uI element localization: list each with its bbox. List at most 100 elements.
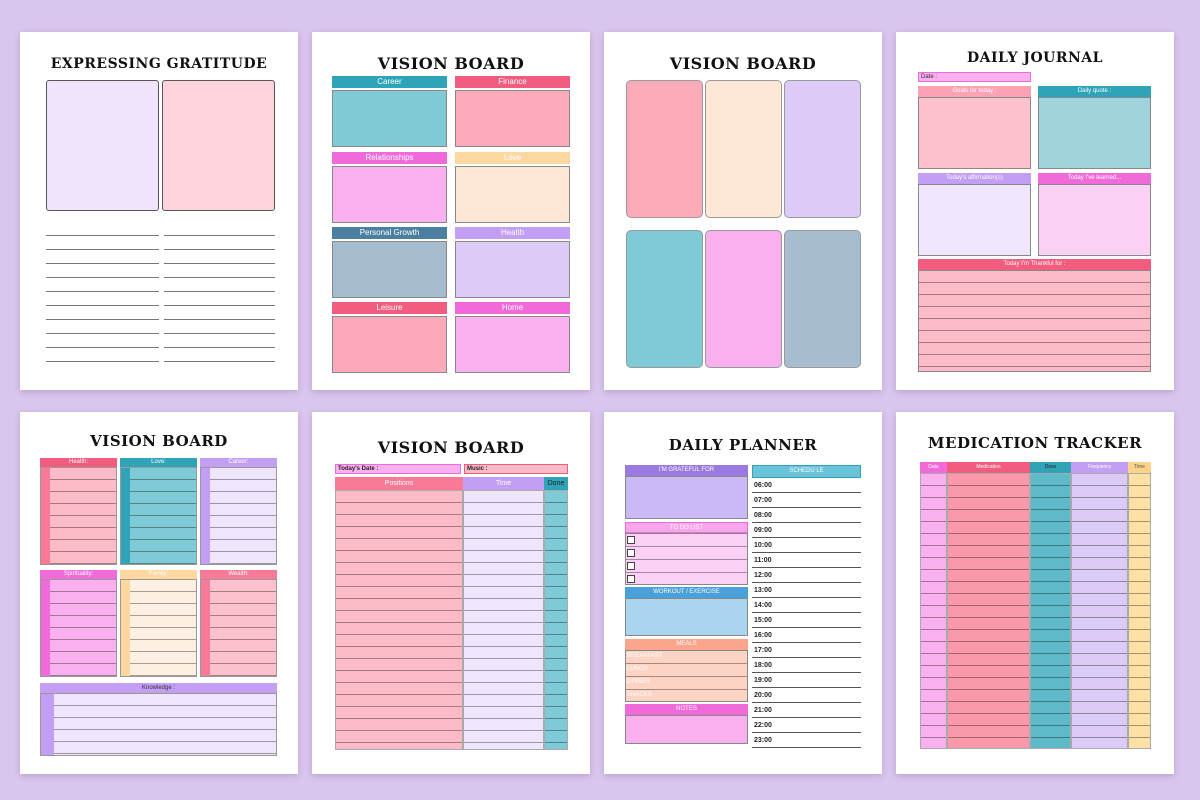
schedule-time-row[interactable]: 22:00 [752,718,861,733]
section-label-wealth: Wealth: [200,570,277,579]
todo-checkbox[interactable] [627,549,635,557]
vision-tile [626,80,703,218]
date-column[interactable] [920,473,947,749]
schedule-time-row[interactable]: 23:00 [752,733,861,748]
schedule-label: SCHEDU LE [752,465,861,478]
thankful-lines[interactable] [918,270,1151,372]
page-vision-board-tiles: VISION BOARD [604,32,882,390]
goals-label: Goals for today : [918,86,1031,97]
column-header-date: Date [920,462,947,473]
column-header-frequency: Frequency [1071,462,1128,473]
grateful-box[interactable] [625,476,748,519]
section-label-home: Home [455,302,570,314]
section-box-career [332,90,447,147]
meals-box[interactable] [625,650,748,702]
schedule-time-row[interactable]: 16:00 [752,628,861,643]
done-column[interactable] [544,490,568,750]
section-label-health: Health [455,227,570,239]
goals-box[interactable] [918,97,1031,169]
vision-tile [705,80,782,218]
meal-dinner: DINNER [627,679,651,685]
section-wealth[interactable] [200,579,277,677]
schedule-time-row[interactable]: 17:00 [752,643,861,658]
section-box-leisure [332,316,447,373]
todo-list[interactable] [625,533,748,585]
affirmation-box[interactable] [918,184,1031,256]
schedule-time-row[interactable]: 11:00 [752,553,861,568]
page-title: DAILY JOURNAL [966,50,1104,66]
workout-box[interactable] [625,598,748,636]
section-box-personal-growth [332,241,447,298]
section-box-relationships [332,166,447,223]
page-medication-tracker: MEDICATION TRACKER Date Medication Dose … [896,412,1174,774]
gratitude-photo-box [162,80,275,211]
section-label-career: Career: [200,458,277,467]
section-label-finance: Finance [455,76,570,88]
positions-column[interactable] [335,490,463,750]
dose-column[interactable] [1030,473,1071,749]
meal-lunch: LUNCH [627,666,648,672]
gratitude-photo-box [46,80,159,211]
date-field[interactable]: Date : [918,72,1031,82]
schedule-time-row[interactable]: 15:00 [752,613,861,628]
page-daily-planner: DAILY PLANNER I'M GRATEFUL FOR TO DO LIS… [604,412,882,774]
learned-box[interactable] [1038,184,1151,256]
time-column[interactable] [1128,473,1151,749]
time-column[interactable] [463,490,544,750]
todo-label: TO DO LIST [625,522,748,533]
schedule-time-row[interactable]: 09:00 [752,523,861,538]
meal-snacks: SNACKS [627,692,652,698]
schedule-time-row[interactable]: 10:00 [752,538,861,553]
page-title: EXPRESSING GRATITUDE [50,56,268,72]
quote-box[interactable] [1038,97,1151,169]
music-label: Music : [467,466,488,472]
section-label-personal-growth: Personal Growth [332,227,447,239]
medication-column[interactable] [947,473,1030,749]
page-title: VISION BOARD [377,54,525,73]
section-label-relationships: Relationships [332,152,447,164]
todo-checkbox[interactable] [627,575,635,583]
page-title: DAILY PLANNER [668,436,818,454]
thankful-label: Today I'm Thankful for : [918,259,1151,270]
frequency-column[interactable] [1071,473,1128,749]
page-title: VISION BOARD [90,432,228,450]
section-spirituality[interactable] [40,579,117,677]
column-header-done: Done [544,477,568,490]
schedule-time-row[interactable]: 14:00 [752,598,861,613]
schedule-time-row[interactable]: 08:00 [752,508,861,523]
todo-checkbox[interactable] [627,536,635,544]
column-header-time: Time [1128,462,1151,473]
vision-tile [784,230,861,368]
section-career[interactable] [200,467,277,565]
schedule-time-row[interactable]: 06:00 [752,478,861,493]
gratitude-lines-right [164,222,275,372]
vision-tile [705,230,782,368]
section-box-love [455,166,570,223]
schedule-time-row[interactable]: 20:00 [752,688,861,703]
section-family[interactable] [120,579,197,677]
schedule-time-row[interactable]: 19:00 [752,673,861,688]
section-health[interactable] [40,467,117,565]
section-love[interactable] [120,467,197,565]
section-label-spirituality: Spirituality: [40,570,117,579]
vision-tile [784,80,861,218]
schedule-time-row[interactable]: 12:00 [752,568,861,583]
schedule-time-row[interactable]: 21:00 [752,703,861,718]
todays-date-field[interactable]: Today's Date : [335,464,461,474]
page-title: VISION BOARD [669,54,817,73]
notes-box[interactable] [625,715,748,744]
section-label-leisure: Leisure [332,302,447,314]
schedule-time-row[interactable]: 18:00 [752,658,861,673]
todo-checkbox[interactable] [627,562,635,570]
page-vision-board-table: VISION BOARD Today's Date : Music : Posi… [312,412,590,774]
music-field[interactable]: Music : [464,464,568,474]
date-label: Date : [921,74,938,80]
section-knowledge[interactable] [40,693,277,756]
gratitude-lines-left [46,222,159,372]
schedule-list: 06:00 07:00 08:00 09:00 10:00 11:00 12:00 13:00… [752,478,861,748]
vision-tile [626,230,703,368]
section-label-career: Career [332,76,447,88]
affirmation-label: Today's affirmation(s) [918,173,1031,184]
schedule-time-row[interactable]: 13:00 [752,583,861,598]
schedule-time-row[interactable]: 07:00 [752,493,861,508]
